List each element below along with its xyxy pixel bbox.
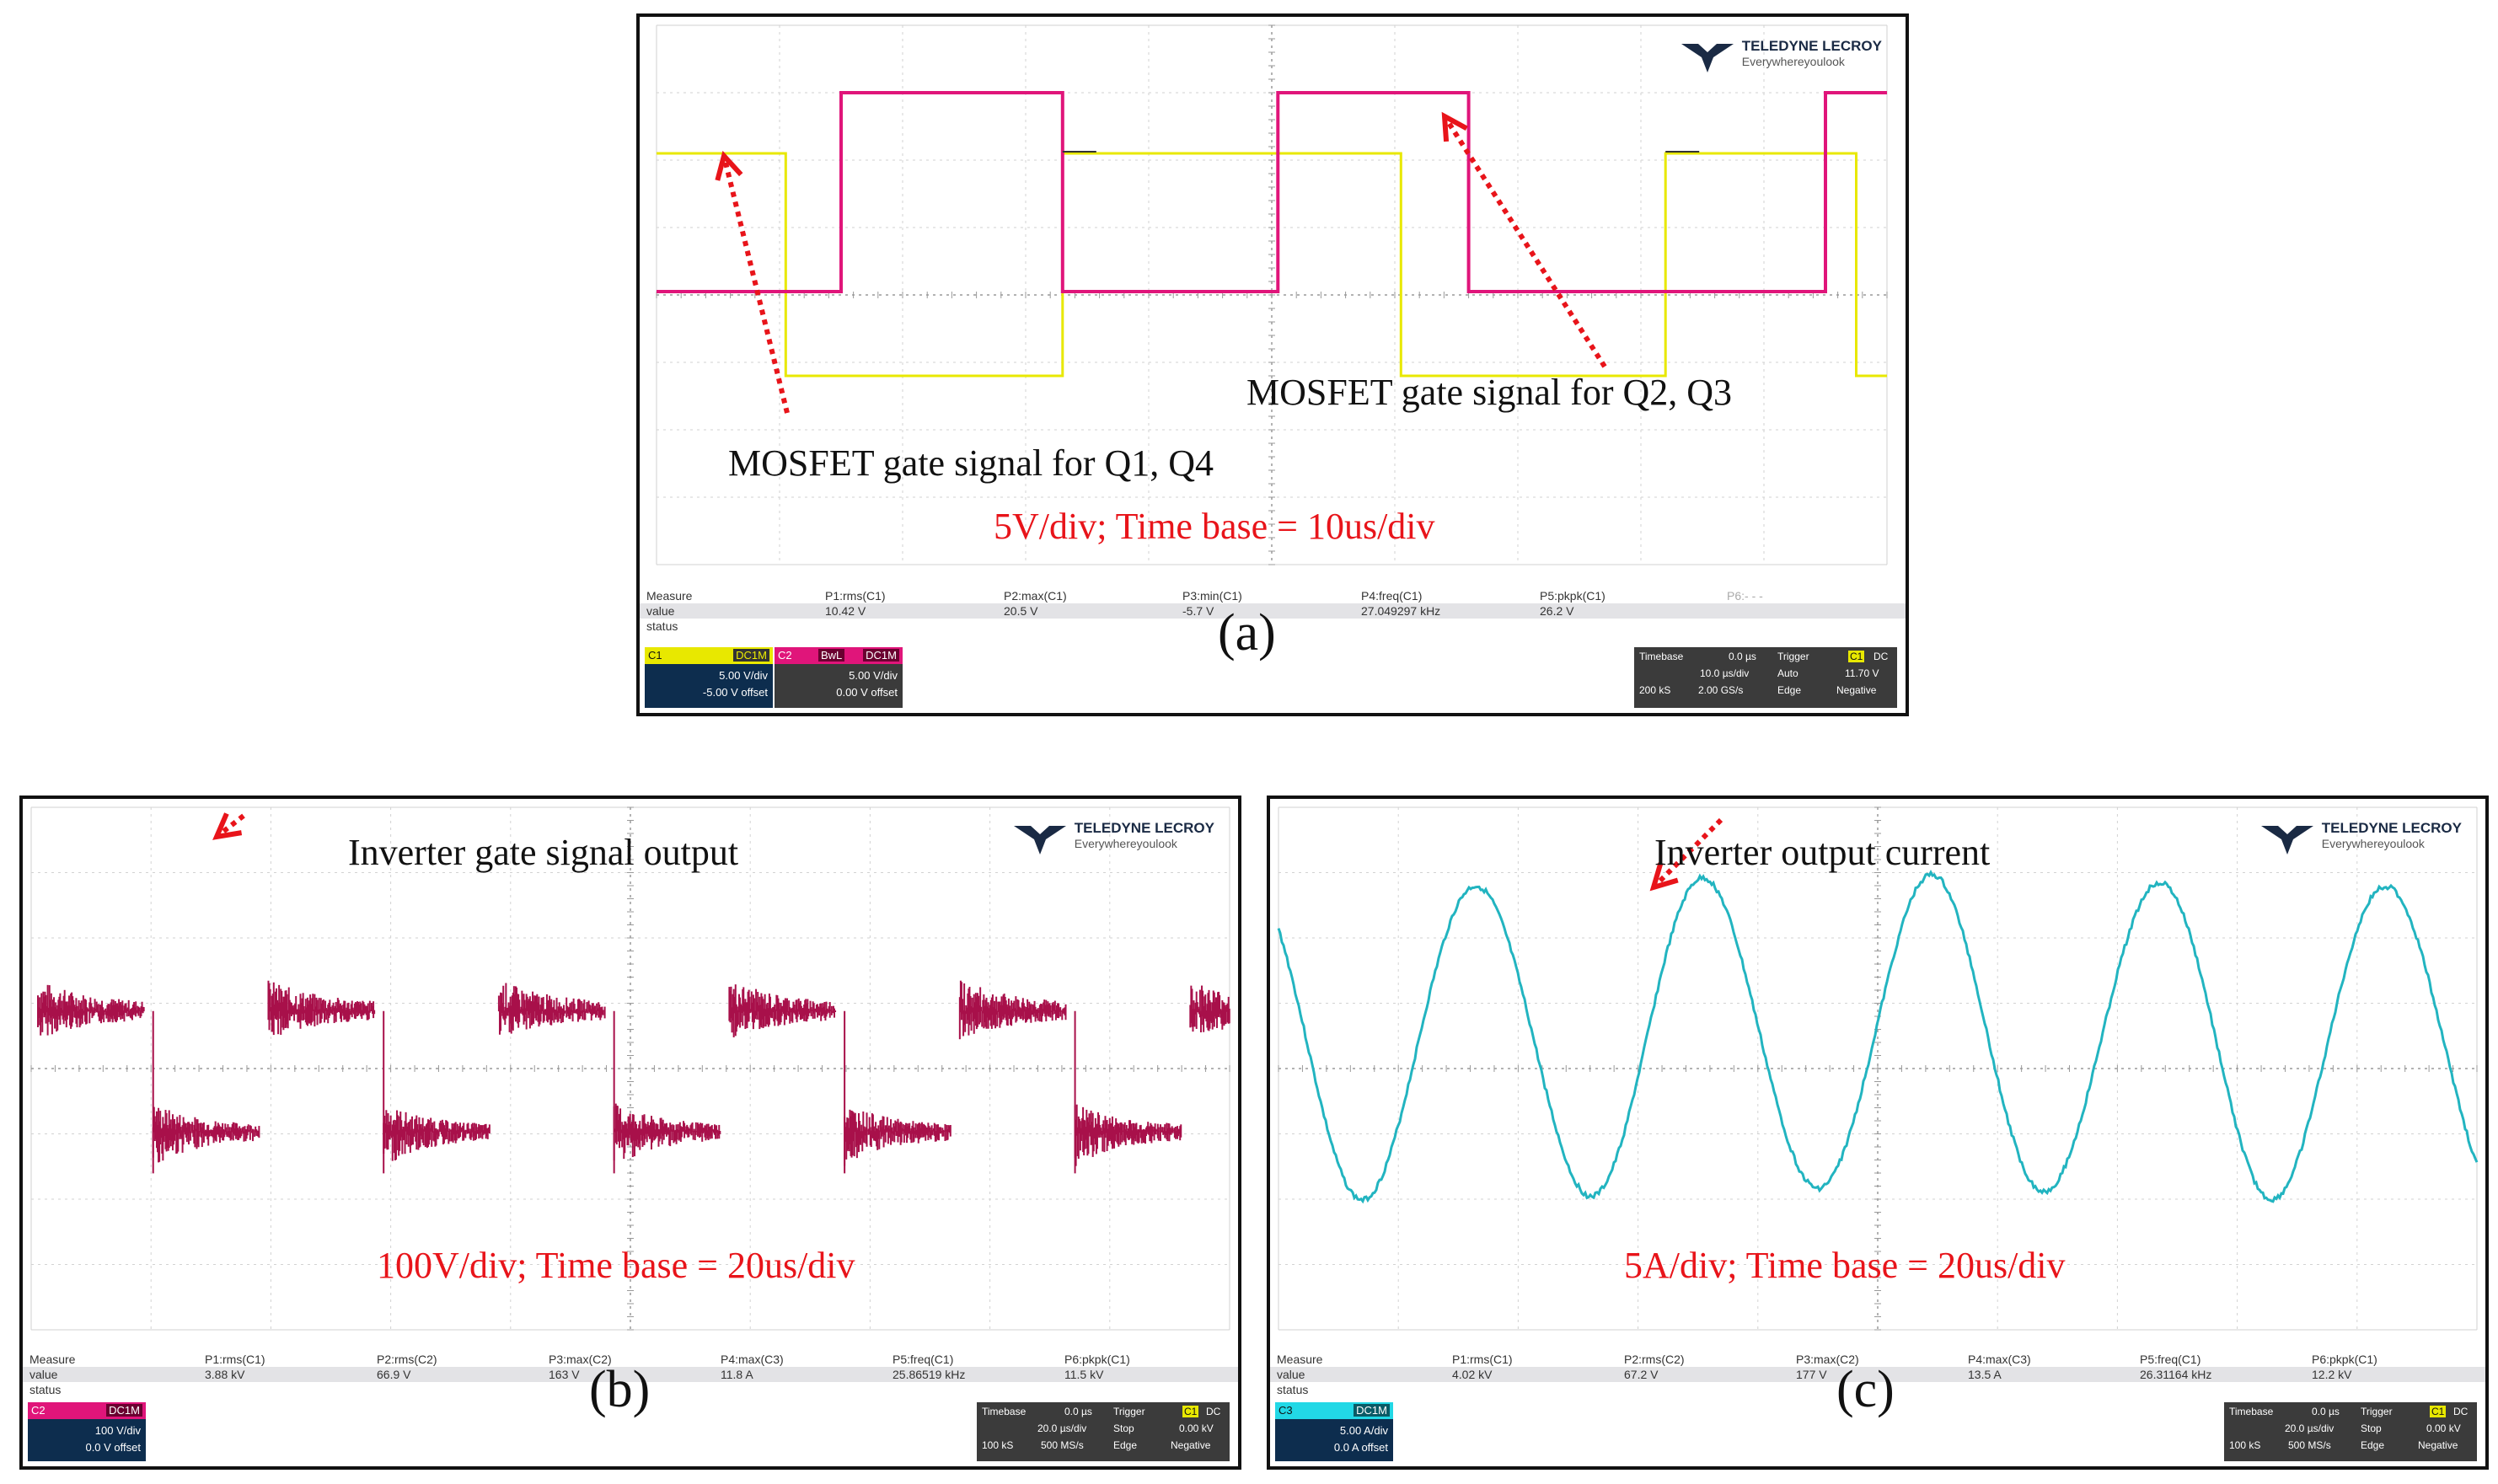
measure-header: Measure	[646, 589, 693, 603]
timebase-trigger-box-c[interactable]: Timebase 0.0 µs 20.0 µs/div 100 kS 500 M…	[2224, 1402, 2477, 1461]
annotation-arrow-q1q4	[721, 155, 790, 414]
logo-brand: TELEDYNE LECROY	[2321, 820, 2462, 836]
annotation-arrow-q1q4-head	[715, 150, 743, 181]
channel-box-c2[interactable]: C2 DC1M 100 V/div 0.0 V offset	[28, 1402, 146, 1461]
timebase-trigger-box-a[interactable]: Timebase 0.0 µs 10.0 µs/div 200 kS 2.00 …	[1634, 647, 1897, 708]
measure-header: P2:max(C1)	[1004, 589, 1067, 603]
logo-tagline: Everywhereyoulook	[1741, 55, 1845, 68]
oscilloscope-panel-b: TELEDYNE LECROY Everywhereyoulook Invert…	[19, 796, 1241, 1470]
lecroy-bird-icon	[1681, 44, 1734, 72]
teledyne-lecroy-logo: TELEDYNE LECROY Everywhereyoulook	[1013, 820, 1214, 855]
annotation-arrow-current-head	[1649, 862, 1679, 892]
measure-header: P5:pkpk(C1)	[1540, 589, 1605, 603]
logo-brand: TELEDYNE LECROY	[1741, 38, 1882, 54]
scale-annotation-b: 100V/div; Time base = 20us/div	[377, 1245, 855, 1286]
measure-header: P1:rms(C1)	[825, 589, 886, 603]
logo-tagline: Everywhereyoulook	[1074, 837, 1177, 850]
measure-value: value	[646, 604, 675, 618]
channel-box-c1[interactable]: C1 DC1M 5.00 V/div -5.00 V offset	[645, 647, 773, 708]
measure-value: 27.049297 kHz	[1361, 604, 1441, 618]
oscilloscope-panel-a: TELEDYNE LECROY Everywhereyoulook MOSFET…	[636, 13, 1909, 716]
annotation-arrow-gate-head	[212, 812, 243, 840]
annotation-arrow-q2q3	[1442, 115, 1607, 368]
scale-annotation-c: 5A/div; Time base = 20us/div	[1624, 1245, 2066, 1286]
lecroy-bird-icon	[1013, 826, 1066, 855]
timebase-trigger-box-b[interactable]: Timebase 0.0 µs 20.0 µs/div 100 kS 500 M…	[977, 1402, 1230, 1461]
annotation-q1-q4: MOSFET gate signal for Q1, Q4	[728, 442, 1214, 484]
scope-plot-b	[30, 806, 1230, 1331]
annotation-inverter-current: Inverter output current	[1654, 832, 1991, 873]
measure-header: P6:- - -	[1727, 589, 1763, 603]
scale-annotation-a: 5V/div; Time base = 10us/div	[994, 506, 1435, 547]
channel-box-c2[interactable]: C2 BwL DC1M 5.00 V/div 0.00 V offset	[775, 647, 903, 708]
annotation-inverter-gate: Inverter gate signal output	[348, 832, 739, 873]
scope-grid	[656, 24, 1888, 565]
annotation-arrow-q2q3-head	[1441, 111, 1468, 142]
scope-plot-c	[1277, 806, 2479, 1331]
measure-value: -5.7 V	[1182, 604, 1214, 618]
channel-box-c3[interactable]: C3 DC1M 5.00 A/div 0.0 A offset	[1275, 1402, 1393, 1461]
measure-value: 10.42 V	[825, 604, 866, 618]
lecroy-bird-icon	[2260, 826, 2313, 855]
panel-label-a: (a)	[1218, 604, 1276, 662]
measure-header: P3:min(C1)	[1182, 589, 1242, 603]
panel-label-c: (c)	[1836, 1361, 1895, 1418]
logo-tagline: Everywhereyoulook	[2321, 837, 2425, 850]
teledyne-lecroy-logo: TELEDYNE LECROY Everywhereyoulook	[1681, 39, 1882, 72]
teledyne-lecroy-logo: TELEDYNE LECROY Everywhereyoulook	[2260, 820, 2462, 855]
scope-plot-a	[656, 24, 1888, 565]
logo-brand: TELEDYNE LECROY	[1074, 820, 1214, 836]
inverter-gate-signal-trace	[37, 980, 1230, 1174]
measure-value: 20.5 V	[1004, 604, 1038, 618]
annotation-q2-q3: MOSFET gate signal for Q2, Q3	[1246, 372, 1733, 413]
inverter-output-current-trace	[1277, 869, 2479, 1204]
measure-value: 26.2 V	[1540, 604, 1574, 618]
gate-signal-q2q3-trace	[657, 91, 1887, 293]
measure-status: status	[646, 619, 678, 633]
oscilloscope-panel-c: TELEDYNE LECROY Everywhereyoulook Invert…	[1267, 796, 2489, 1470]
panel-label-b: (b)	[589, 1361, 651, 1418]
gate-signal-q1q4-trace	[657, 152, 1887, 378]
measure-header: P4:freq(C1)	[1361, 589, 1423, 603]
